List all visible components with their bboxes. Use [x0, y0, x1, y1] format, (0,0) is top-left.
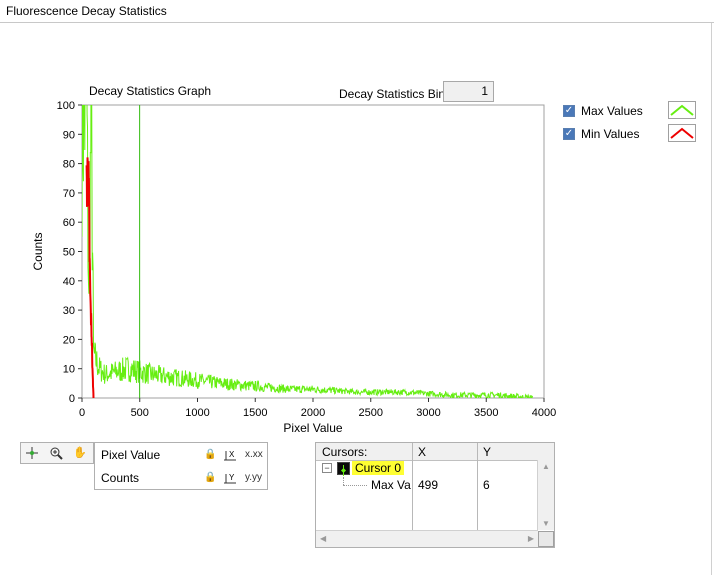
x-tick-label: 2000: [301, 407, 325, 419]
min-values-swatch[interactable]: [668, 124, 696, 142]
max-values-label: Max Values: [581, 104, 643, 118]
y-autoscale-icon[interactable]: Y: [222, 471, 238, 488]
y-axis-label: Counts: [31, 232, 45, 270]
svg-text:X: X: [229, 450, 235, 459]
plot-area: [81, 104, 545, 399]
y-format-icon[interactable]: y.yy: [245, 472, 263, 483]
min-values-checkbox[interactable]: ✓: [563, 128, 575, 140]
x-tick-label: 1000: [185, 407, 209, 419]
max-values-line: [82, 105, 533, 398]
x-tick-label: 0: [79, 407, 85, 419]
x-tick-label: 1500: [243, 407, 267, 419]
scale-legend: Pixel Value 🔒 X x.xx Counts 🔒 Y y.yy: [94, 442, 268, 490]
cursor-plot-name: Max Va: [371, 478, 411, 492]
collapse-icon[interactable]: −: [322, 463, 332, 473]
x-tick-label: 500: [131, 407, 149, 419]
max-values-swatch[interactable]: [668, 101, 696, 119]
crosshair-icon[interactable]: [23, 445, 41, 461]
svg-text:Y: Y: [229, 473, 235, 482]
x-column-header: X: [418, 445, 427, 459]
x-scale-name: Pixel Value: [101, 448, 161, 462]
tree-line: [343, 485, 367, 487]
y-tick-label: 60: [63, 217, 75, 229]
lock-icon[interactable]: 🔒: [204, 449, 217, 460]
cursor-name[interactable]: Cursor 0: [352, 461, 405, 475]
graph-palette: ✋: [20, 442, 94, 464]
min-values-line: [85, 157, 95, 398]
window-border: [711, 23, 712, 575]
y-tick-label: 0: [69, 393, 75, 405]
window-title: Fluorescence Decay Statistics: [6, 4, 167, 18]
horizontal-scrollbar[interactable]: ◀ ▶: [316, 530, 538, 547]
window-titlebar: Fluorescence Decay Statistics: [0, 0, 714, 23]
y-tick-label: 20: [63, 334, 75, 346]
cursor-style-icon[interactable]: [337, 462, 350, 476]
y-tick-label: 50: [63, 247, 75, 259]
x-tick-label: 3000: [416, 407, 440, 419]
lock-icon[interactable]: 🔒: [204, 472, 217, 483]
pan-hand-icon[interactable]: ✋: [73, 447, 87, 459]
y-scale-name: Counts: [101, 471, 140, 485]
x-tick-label: 2500: [359, 407, 383, 419]
x-tick-label: 4000: [532, 407, 556, 419]
plot-series-group: [82, 105, 533, 398]
column-divider: [412, 443, 413, 531]
scrollbar-corner: [538, 531, 554, 547]
vertical-scrollbar[interactable]: ▲ ▼: [537, 460, 554, 530]
min-values-label: Min Values: [581, 127, 640, 141]
cursors-column-header: Cursors:: [322, 445, 368, 459]
x-autoscale-icon[interactable]: X: [222, 448, 238, 465]
y-tick-label: 70: [63, 188, 75, 200]
y-tick-label: 30: [63, 305, 75, 317]
y-tick-label: 10: [63, 364, 75, 376]
x-tick-label: 3500: [474, 407, 498, 419]
cursor-legend: Cursors: X Y − Cursor 0 Max Va 499 6 ▲ ▼…: [315, 442, 555, 548]
cursor-x-value[interactable]: 499: [418, 478, 439, 492]
cursor-y-value[interactable]: 6: [483, 478, 490, 492]
y-tick-label: 90: [63, 129, 75, 141]
y-column-header: Y: [483, 445, 492, 459]
bin-label: Decay Statistics Bin: [339, 87, 446, 101]
bin-input[interactable]: 1: [443, 81, 494, 102]
x-axis-label: Pixel Value: [283, 421, 342, 435]
zoom-icon[interactable]: [47, 445, 65, 461]
graph-title: Decay Statistics Graph: [89, 84, 212, 98]
column-divider: [477, 443, 478, 531]
tree-line: [343, 477, 345, 485]
y-tick-label: 40: [63, 276, 75, 288]
x-format-icon[interactable]: x.xx: [245, 449, 263, 460]
y-tick-label: 100: [57, 100, 75, 112]
y-tick-label: 80: [63, 159, 75, 171]
cursor-legend-header: [316, 443, 554, 461]
max-values-checkbox[interactable]: ✓: [563, 105, 575, 117]
